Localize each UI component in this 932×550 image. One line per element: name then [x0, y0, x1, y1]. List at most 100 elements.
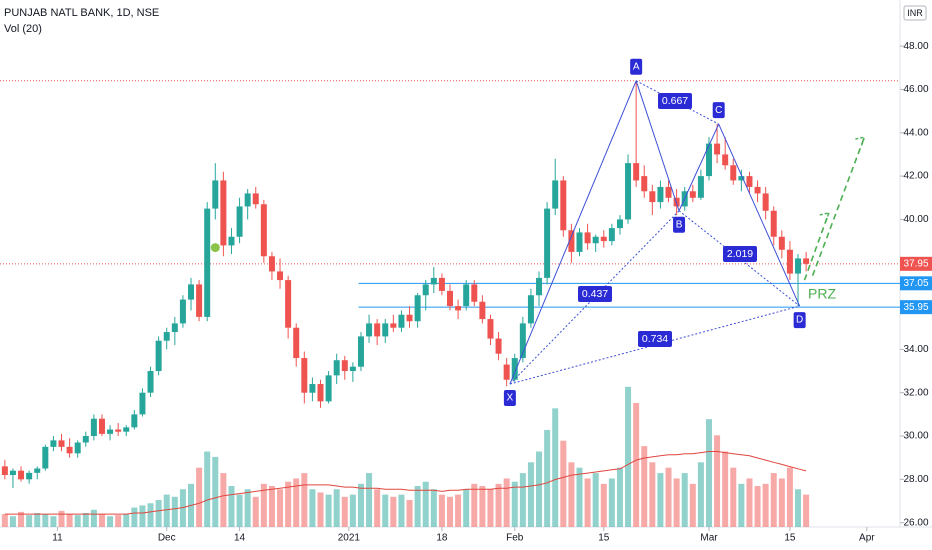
- volume-bar: [228, 486, 235, 527]
- volume-bar: [260, 483, 267, 527]
- y-tick-label: 40.00: [903, 214, 928, 225]
- volume-bar: [754, 486, 761, 527]
- volume-bar: [115, 515, 122, 527]
- volume-bar: [665, 467, 672, 527]
- pattern-leg: [509, 80, 637, 385]
- volume-bar: [422, 481, 429, 527]
- volume-bar: [438, 494, 445, 527]
- candle-body: [66, 446, 73, 454]
- candle-body: [341, 360, 348, 372]
- pattern-point-box: [712, 102, 725, 119]
- pattern-point-box: [673, 216, 686, 233]
- candle-body: [18, 470, 25, 480]
- candle-body: [495, 338, 502, 354]
- volume-bar: [26, 515, 33, 527]
- volume-bar: [123, 514, 130, 527]
- candle-body: [641, 176, 648, 192]
- volume-bar: [689, 483, 696, 527]
- volume-bar: [34, 512, 41, 527]
- candle-body: [592, 236, 599, 244]
- volume-bar: [349, 494, 356, 527]
- volume-bar: [649, 462, 656, 527]
- volume-bar: [98, 514, 105, 527]
- volume-bar: [536, 451, 543, 527]
- price-label-box: [900, 256, 932, 271]
- volume-bar: [333, 489, 340, 527]
- volume-bar: [252, 496, 259, 527]
- candle-body: [438, 277, 445, 291]
- volume-bar: [406, 500, 413, 527]
- volume-ma-line: [4, 451, 807, 515]
- candle-body: [236, 206, 243, 237]
- candle-body: [600, 236, 607, 242]
- volume-bar: [544, 429, 551, 527]
- price-label-box: [900, 300, 932, 315]
- candle-body: [471, 284, 478, 302]
- candle-body: [730, 165, 737, 181]
- volume-bar: [9, 516, 16, 527]
- currency-box[interactable]: [903, 5, 927, 21]
- volume-bar: [398, 494, 405, 527]
- y-tick-label: 34.00: [903, 344, 928, 355]
- pattern-leg: [635, 80, 680, 211]
- candle-body: [252, 193, 259, 205]
- volume-bar: [770, 473, 777, 527]
- candle-body: [366, 323, 373, 337]
- candle-body: [738, 176, 745, 181]
- volume-bar: [220, 473, 227, 527]
- projection-arrowhead: [819, 211, 830, 223]
- candle-body: [803, 258, 810, 264]
- x-tick-label: 15: [784, 533, 796, 544]
- pattern-point-label: B: [676, 219, 683, 230]
- volume-bar: [705, 419, 712, 527]
- volume-bar: [625, 386, 632, 527]
- candle-body: [568, 230, 575, 252]
- candle-body: [398, 314, 405, 328]
- volume-bar: [616, 467, 623, 527]
- candle-body: [1, 466, 8, 476]
- candle-body: [115, 429, 122, 432]
- candle-body: [487, 319, 494, 339]
- volume-bar: [681, 473, 688, 527]
- volume-bar: [527, 462, 534, 527]
- candle-body: [455, 306, 462, 311]
- volume-bar: [66, 514, 73, 527]
- x-tick-label: 15: [598, 533, 610, 544]
- volume-bar: [366, 473, 373, 527]
- x-tick-label: 14: [234, 533, 246, 544]
- volume-bar: [560, 440, 567, 527]
- price-label: 37.05: [903, 278, 928, 289]
- volume-bar: [131, 507, 138, 527]
- volume-bar: [600, 483, 607, 527]
- candle-body: [430, 277, 437, 285]
- volume-bar: [479, 486, 486, 527]
- candle-body: [519, 323, 526, 359]
- candle-body: [786, 249, 793, 274]
- candle-body: [511, 358, 518, 380]
- volume-bar: [746, 478, 753, 527]
- volume-bar: [584, 478, 591, 527]
- candle-body: [770, 210, 777, 237]
- candle-body: [277, 271, 284, 281]
- prz-label: PRZ: [808, 286, 836, 302]
- x-tick-label: 18: [436, 533, 448, 544]
- x-tick-label: Mar: [700, 533, 718, 544]
- pattern-point-label: D: [796, 315, 803, 326]
- volume-bar: [139, 505, 146, 527]
- volume-bar: [42, 514, 49, 527]
- y-tick-label: 28.00: [903, 474, 928, 485]
- candle-body: [139, 392, 146, 415]
- volume-bar: [657, 473, 664, 527]
- candle-body: [754, 186, 761, 194]
- volume-bar: [673, 478, 680, 527]
- volume-bar: [430, 489, 437, 527]
- pattern-point-label: X: [507, 393, 514, 404]
- volume-bar: [147, 503, 154, 527]
- volume-bar: [592, 473, 599, 527]
- candle-body: [204, 208, 211, 317]
- candle-body: [123, 427, 130, 432]
- ratio-box: [638, 331, 672, 347]
- y-tick-label: 42.00: [903, 171, 928, 182]
- pattern-point-box: [630, 58, 643, 75]
